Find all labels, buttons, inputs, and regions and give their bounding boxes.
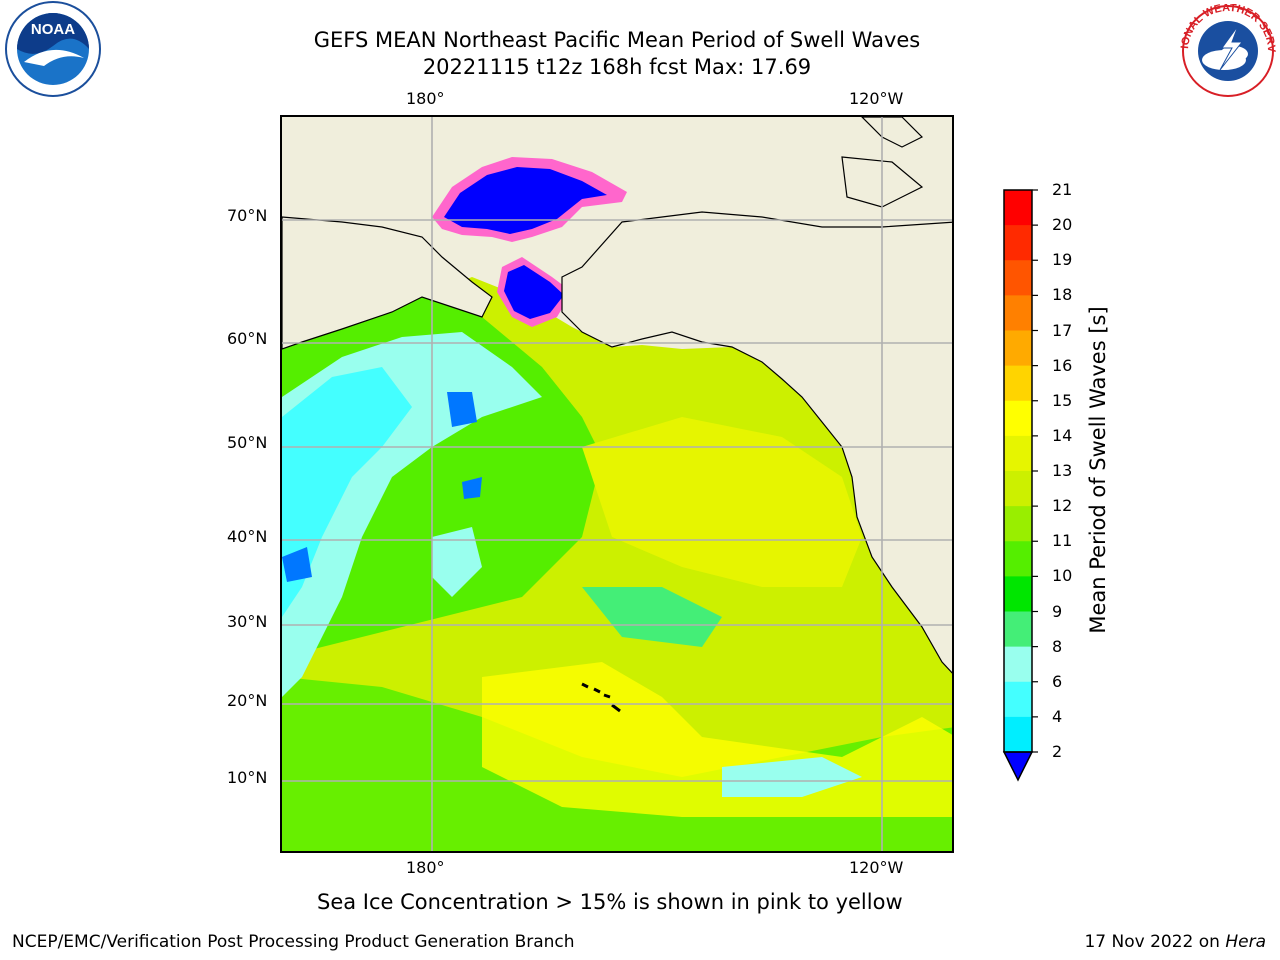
colorbar-bin <box>1004 681 1032 718</box>
colorbar-bin <box>1004 541 1032 577</box>
cyan-west-3 <box>432 527 482 597</box>
sea-ice-footnote: Sea Ice Concentration > 15% is shown in … <box>317 890 903 914</box>
ice-free-bering <box>504 265 564 319</box>
noaa-logo-text: NOAA <box>31 21 75 38</box>
chart-subtitle: 20221115 t12z 168h fcst Max: 17.69 <box>422 55 812 79</box>
colorbar-tick-label: 16 <box>1052 355 1073 375</box>
colorbar-tick-label: 2 <box>1052 742 1063 761</box>
colorbar-tick-label: 13 <box>1052 461 1073 480</box>
colorbar-tick-label: 19 <box>1052 250 1073 270</box>
colorbar-bin <box>1004 471 1032 507</box>
footer-date-text: 17 Nov 2022 on <box>1084 932 1220 952</box>
blue-patch-1 <box>447 392 477 427</box>
land-alaska <box>561 211 952 674</box>
colorbar-bin <box>1004 716 1032 753</box>
lat-label-20n: 20°N <box>227 691 268 710</box>
footer-machine: Hera <box>1225 932 1266 952</box>
swell-period-map <box>282 117 952 851</box>
footer-date: 17 Nov 2022 on Hera <box>1084 932 1266 952</box>
nws-logo: NATIONAL WEATHER SERVICE <box>1176 0 1277 102</box>
lon-label-top-180: 180° <box>406 89 445 108</box>
colorbar-tick-label: 6 <box>1052 671 1063 691</box>
lat-label-50n: 50°N <box>227 433 268 452</box>
colorbar-tick-label: 10 <box>1052 566 1073 586</box>
colorbar-tick-label: 11 <box>1052 531 1073 551</box>
colorbar-tick-label: 18 <box>1052 285 1073 305</box>
lon-label-top-120w: 120°W <box>849 89 904 108</box>
footer-credit: NCEP/EMC/Verification Post Processing Pr… <box>12 932 575 952</box>
lat-label-70n: 70°N <box>227 206 268 225</box>
colorbar-bin <box>1004 506 1032 542</box>
colorbar-bin <box>1004 400 1032 437</box>
colorbar-tick-label: 14 <box>1052 425 1073 445</box>
lat-label-10n: 10°N <box>227 768 268 787</box>
colorbar-bin <box>1004 225 1032 261</box>
colorbar-tick-label: 9 <box>1052 601 1063 621</box>
lat-label-30n: 30°N <box>227 612 268 631</box>
colorbar-tick-label: 15 <box>1052 390 1073 410</box>
green-patch-mid <box>582 587 722 647</box>
lat-label-40n: 40°N <box>227 527 268 546</box>
colorbar-tick-label: 4 <box>1052 706 1063 726</box>
map-panel <box>280 115 954 853</box>
cyan-west-2 <box>282 367 412 617</box>
cyan-south <box>722 757 862 797</box>
colorbar-bin <box>1004 435 1032 472</box>
colorbar-tick-label: 8 <box>1052 636 1063 656</box>
yellow-center <box>582 417 862 587</box>
blue-patch-2 <box>282 547 312 582</box>
land-siberia <box>282 216 493 350</box>
colorbar <box>1002 188 1050 788</box>
chart-title: GEFS MEAN Northeast Pacific Mean Period … <box>313 28 921 52</box>
noaa-logo: NOAA <box>2 0 104 104</box>
colorbar-bin <box>1004 330 1032 367</box>
colorbar-bin <box>1004 611 1032 648</box>
colorbar-bin <box>1004 260 1032 296</box>
colorbar-extend-triangle <box>1002 751 1034 782</box>
gridlines <box>282 117 952 851</box>
lat-label-60n: 60°N <box>227 329 268 348</box>
colorbar-tick-label: 21 <box>1052 180 1073 199</box>
lon-label-bottom-180: 180° <box>406 858 445 877</box>
colorbar-tick-label: 20 <box>1052 215 1073 235</box>
colorbar-tick-label: 12 <box>1052 496 1073 516</box>
colorbar-label: Mean Period of Swell Waves [s] <box>1086 306 1110 634</box>
colorbar-tick-label: 17 <box>1052 320 1073 340</box>
colorbar-bin <box>1004 646 1032 683</box>
colorbar-bin <box>1004 190 1032 226</box>
colorbar-bin <box>1004 576 1032 612</box>
ice-free-chukchi <box>444 167 607 234</box>
lon-label-bottom-120w: 120°W <box>849 858 904 877</box>
colorbar-bin <box>1004 295 1032 331</box>
colorbar-swatches <box>1002 189 1038 782</box>
hawaii-islands <box>581 682 621 713</box>
colorbar-bin <box>1004 365 1032 402</box>
blue-patch-3 <box>462 477 482 499</box>
